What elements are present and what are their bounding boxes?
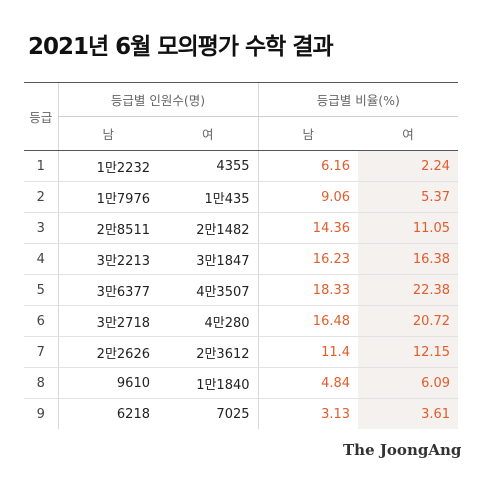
female-count-cell: 1만1840 [158,367,259,399]
male-count-cell: 2만8511 [57,212,158,244]
female-ratio-cell: 16.38 [358,243,459,275]
grade-results-table: 등급 등급별 인원수(명) 등급별 비율(%) 남 여 남 여 1 1만2232 4… [24,82,459,429]
table-header-row: 등급 등급별 인원수(명) 등급별 비율(%) [24,82,459,151]
male-ratio-cell: 11.4 [257,336,359,368]
male-count-cell: 6218 [57,398,158,429]
table-row: 1 1만2232 4355 6.16 2.24 [24,150,459,182]
joongang-logo: The JoongAng [343,441,462,459]
male-count-cell: 1만7976 [57,181,158,213]
male-count-cell: 3만6377 [57,274,158,306]
table-row: 5 3만6377 4만3507 18.33 22.38 [24,274,459,306]
male-count-cell: 2만2626 [57,336,158,368]
table-body: 1 1만2232 4355 6.16 2.24 2 1만7976 1만435 9.06 5.37 3… [24,150,459,429]
male-count-cell: 3만2718 [57,305,158,337]
grade-cell: 5 [24,274,58,306]
female-ratio-cell: 3.61 [358,398,459,429]
male-ratio-cell: 14.36 [257,212,359,244]
male-count-cell: 9610 [57,367,158,399]
table-row: 6 3만2718 4만280 16.48 20.72 [24,305,459,337]
grade-cell: 1 [24,150,58,182]
female-count-cell: 4355 [158,150,259,182]
table-row: 9 6218 7025 3.13 3.61 [24,398,459,429]
female-count-cell: 4만280 [158,305,259,337]
male-ratio-cell: 16.48 [257,305,359,337]
male-ratio-cell: 4.84 [257,367,359,399]
female-count-cell: 1만435 [158,181,259,213]
female-count-cell: 4만3507 [158,274,259,306]
grade-cell: 8 [24,367,58,399]
table-row: 8 9610 1만1840 4.84 6.09 [24,367,459,399]
male-ratio-cell: 16.23 [257,243,359,275]
count-group-header: 등급별 인원수(명) [57,82,259,117]
female-ratio-cell: 12.15 [358,336,459,368]
page-title: 2021년 6월 모의평가 수학 결과 [28,34,334,60]
male-count-cell: 1만2232 [57,150,158,182]
table-row: 7 2만2626 2만3612 11.4 12.15 [24,336,459,368]
male-ratio-cell: 18.33 [257,274,359,306]
grade-cell: 7 [24,336,58,368]
count-male-header: 남 [57,116,158,151]
table-row: 3 2만8511 2만1482 14.36 11.05 [24,212,459,244]
table-row: 2 1만7976 1만435 9.06 5.37 [24,181,459,213]
male-ratio-cell: 6.16 [257,150,359,182]
female-ratio-cell: 5.37 [358,181,459,213]
ratio-female-header: 여 [358,116,459,151]
female-count-cell: 7025 [216,406,250,422]
grade-cell: 4 [24,243,58,275]
female-ratio-cell: 2.24 [358,150,459,182]
female-ratio-cell: 20.72 [358,305,459,337]
grade-cell: 2 [24,181,58,213]
table-subheader-row: 남 여 남 여 [24,116,459,151]
female-count-cell: 2만3612 [158,336,259,368]
female-count-cell: 2만1482 [158,212,259,244]
grade-column-header: 등급 [24,82,58,151]
table-row: 4 3만2213 3만1847 16.23 16.38 [24,243,459,275]
grade-cell: 3 [24,212,58,244]
male-ratio-cell: 3.13 [257,398,359,429]
female-ratio-cell: 22.38 [358,274,459,306]
grade-cell: 9 [36,406,45,422]
male-count-cell: 3만2213 [57,243,158,275]
male-ratio-cell: 9.06 [257,181,359,213]
ratio-male-header: 남 [257,116,359,151]
ratio-group-header: 등급별 비율(%) [257,82,459,117]
female-ratio-cell: 11.05 [358,212,459,244]
female-count-cell: 3만1847 [158,243,259,275]
count-female-header: 여 [158,116,259,151]
female-ratio-cell: 6.09 [358,367,459,399]
grade-cell: 6 [24,305,58,337]
